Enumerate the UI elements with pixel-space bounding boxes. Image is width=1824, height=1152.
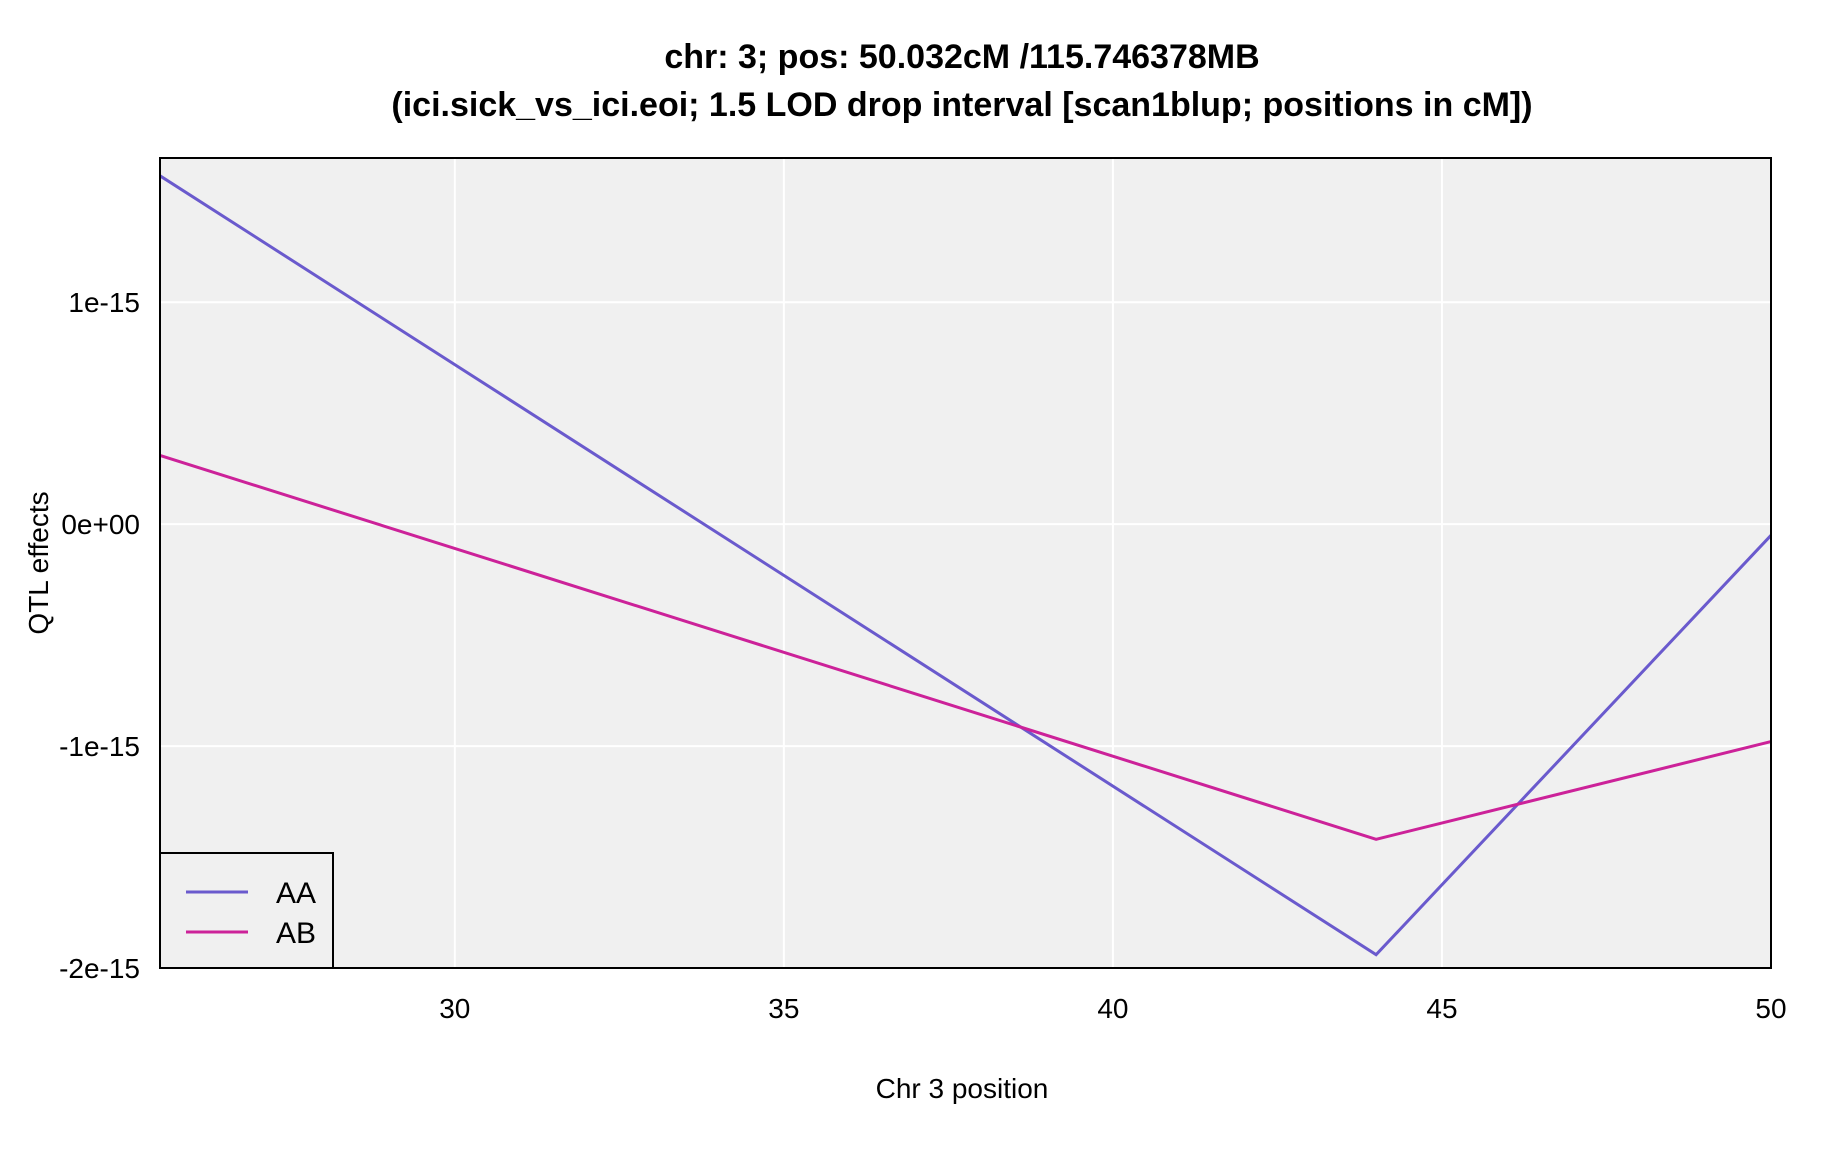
legend-label-aa: AA bbox=[276, 877, 316, 910]
series-line-aa bbox=[159, 174, 1773, 957]
legend-label-ab: AB bbox=[276, 917, 316, 950]
x-tick-label: 40 bbox=[1097, 993, 1128, 1024]
x-tick-label: 50 bbox=[1755, 993, 1786, 1024]
chart-title: chr: 3; pos: 50.032cM /115.746378MB bbox=[664, 38, 1259, 76]
series-lines bbox=[159, 174, 1773, 957]
y-tick-label: -2e-15 bbox=[59, 953, 140, 984]
x-axis-label: Chr 3 position bbox=[876, 1073, 1049, 1104]
y-axis-label: QTL effects bbox=[23, 491, 54, 634]
plot-area-border bbox=[159, 157, 1772, 969]
x-tick-label: 30 bbox=[439, 993, 470, 1024]
x-tick-label: 45 bbox=[1426, 993, 1457, 1024]
y-tick-label: -1e-15 bbox=[59, 731, 140, 762]
x-axis-ticks: 30 35 40 45 50 bbox=[439, 993, 1786, 1024]
legend: AA AB bbox=[159, 852, 334, 969]
series-line-ab bbox=[159, 453, 1772, 841]
y-tick-label: 1e-15 bbox=[68, 287, 140, 318]
y-tick-label: 0e+00 bbox=[61, 509, 140, 540]
y-axis-ticks: -2e-15 -1e-15 0e+00 1e-15 bbox=[59, 287, 140, 984]
chart-subtitle: (ici.sick_vs_ici.eoi; 1.5 LOD drop inter… bbox=[391, 86, 1532, 124]
plot-area-background bbox=[160, 158, 1771, 968]
legend-box bbox=[159, 852, 334, 969]
x-tick-label: 35 bbox=[768, 993, 799, 1024]
